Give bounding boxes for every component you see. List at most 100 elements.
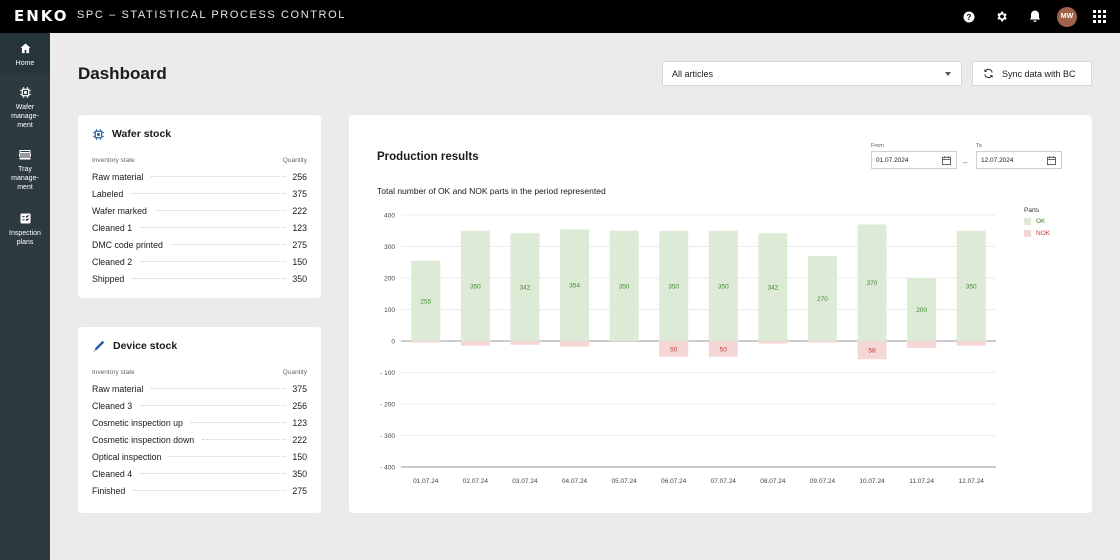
col-inventory-state: Inventory state: [92, 157, 135, 164]
bar-ok: [659, 230, 689, 341]
dotted-leader: [140, 405, 287, 406]
production-results-title: Production results: [377, 151, 479, 163]
stock-row-state: Finished: [92, 485, 130, 496]
chart-subtitle: Total number of OK and NOK parts in the …: [377, 186, 606, 196]
x-tick-label: 01.07.24: [413, 478, 439, 485]
stock-row-state: Cleaned 4: [92, 468, 137, 479]
notifications-bell-icon[interactable]: [1024, 6, 1045, 27]
stock-row: Cosmetic inspection down 222: [92, 431, 307, 448]
legend-swatch-nok: [1024, 230, 1031, 237]
wafer-stock-card: Wafer stock Inventory state Quantity Raw…: [78, 115, 321, 298]
data-label-ok: 350: [619, 283, 630, 290]
wafer-chip-icon: [19, 87, 31, 101]
y-tick-label: - 300: [380, 433, 395, 440]
stock-row-quantity: 375: [290, 188, 307, 199]
bar-nok: [956, 341, 986, 346]
data-label-ok: 342: [520, 285, 531, 292]
stock-row-state: Cleaned 3: [92, 400, 137, 411]
sidebar-item-home[interactable]: Home: [0, 33, 50, 73]
stock-row-state: DMC code printed: [92, 239, 167, 250]
app-title: SPC – STATISTICAL PROCESS CONTROL: [77, 9, 346, 21]
chevron-down-icon: [945, 72, 951, 76]
date-from-label: From: [871, 143, 884, 149]
pen-device-icon: [93, 340, 105, 352]
dotted-leader: [151, 388, 287, 389]
dotted-leader: [140, 227, 287, 228]
dotted-leader: [202, 439, 287, 440]
stock-row-state: Wafer marked: [92, 205, 151, 216]
bar-ok: [510, 233, 540, 341]
stock-row: Labeled 375: [92, 185, 307, 202]
date-to-input[interactable]: 12.07.2024: [976, 151, 1062, 169]
stock-row: Shipped 350: [92, 270, 307, 287]
help-icon[interactable]: ?: [958, 6, 979, 27]
app-grid-icon[interactable]: [1089, 6, 1110, 27]
sync-data-button[interactable]: Sync data with BC: [972, 61, 1092, 86]
device-stock-title: Device stock: [113, 340, 178, 352]
stock-row: Cosmetic inspection up 123: [92, 414, 307, 431]
sidebar: Home Wafer manage-ment Tray manage-ment In…: [0, 33, 50, 560]
stock-row-quantity: 275: [290, 239, 307, 250]
bar-nok: [758, 341, 788, 344]
bar-ok: [807, 255, 837, 341]
wafer-stock-header: Inventory state Quantity: [92, 157, 307, 164]
calendar-icon[interactable]: [942, 156, 951, 165]
data-label-ok: 350: [966, 283, 977, 290]
data-label-ok: 350: [668, 283, 679, 290]
svg-text:?: ?: [966, 13, 971, 22]
top-bar: ENKO SPC – STATISTICAL PROCESS CONTROL ?…: [0, 0, 1120, 33]
sidebar-item-label: Home: [15, 60, 35, 67]
x-tick-label: 07.07.24: [711, 478, 737, 485]
settings-gear-icon[interactable]: [991, 6, 1012, 27]
sync-refresh-icon: [983, 68, 994, 79]
data-label-nok: 50: [670, 346, 678, 353]
x-tick-label: 10.07.24: [859, 478, 885, 485]
y-tick-label: 400: [384, 213, 395, 220]
stock-row-quantity: 222: [290, 205, 307, 216]
article-select-value: All articles: [672, 68, 714, 79]
date-from-group: From 01.07.2024: [871, 143, 957, 169]
stock-row: Wafer marked 222: [92, 202, 307, 219]
article-select[interactable]: All articles: [662, 61, 962, 86]
stock-row-state: Shipped: [92, 273, 129, 284]
bar-ok: [956, 230, 986, 341]
dotted-leader: [170, 244, 287, 245]
y-tick-label: 300: [384, 244, 395, 251]
stock-row: Finished 275: [92, 482, 307, 499]
sidebar-item-label: Tray manage-ment: [11, 166, 39, 191]
stock-row: Optical inspection 150: [92, 448, 307, 465]
date-from-input[interactable]: 01.07.2024: [871, 151, 957, 169]
x-tick-label: 04.07.24: [562, 478, 588, 485]
data-label-ok: 342: [767, 285, 778, 292]
legend-item-nok[interactable]: NOK: [1024, 230, 1050, 237]
sidebar-item-inspection-plans[interactable]: Inspection plans: [0, 213, 50, 253]
date-to-value: 12.07.2024: [981, 156, 1014, 164]
data-label-nok: 50: [720, 346, 728, 353]
stock-row-state: Cleaned 1: [92, 222, 137, 233]
tray-icon: [19, 150, 31, 163]
stock-row-state: Cleaned 2: [92, 256, 137, 267]
data-label-ok: 350: [470, 283, 481, 290]
stock-row-quantity: 275: [290, 485, 307, 496]
production-bar-chart: 400 300 200 100 0 - 100 - 200 - 300 - 400 255 01.0…: [380, 213, 996, 485]
legend-item-ok[interactable]: OK: [1024, 218, 1050, 225]
app-logo[interactable]: ENKO: [14, 7, 69, 25]
stock-row-quantity: 256: [290, 171, 307, 182]
stock-row: Raw material 256: [92, 168, 307, 185]
x-tick-label: 09.07.24: [810, 478, 836, 485]
sidebar-item-tray-management[interactable]: Tray manage-ment: [0, 150, 50, 194]
stock-row-state: Raw material: [92, 383, 148, 394]
device-stock-list: Raw material 375 Cleaned 3 256 Cosmetic insp…: [92, 380, 307, 499]
dotted-leader: [154, 210, 287, 211]
sidebar-item-wafer-management[interactable]: Wafer manage-ment: [0, 87, 50, 131]
stock-row-quantity: 256: [290, 400, 307, 411]
dotted-leader: [151, 176, 287, 177]
calendar-icon[interactable]: [1047, 156, 1056, 165]
stock-row-quantity: 123: [290, 222, 307, 233]
sidebar-item-label: Inspection plans: [9, 230, 41, 246]
data-label-nok: 58: [868, 348, 876, 355]
user-avatar[interactable]: MW: [1057, 6, 1077, 27]
stock-row-quantity: 350: [290, 273, 307, 284]
data-label-ok: 350: [718, 283, 729, 290]
dotted-leader: [169, 456, 287, 457]
